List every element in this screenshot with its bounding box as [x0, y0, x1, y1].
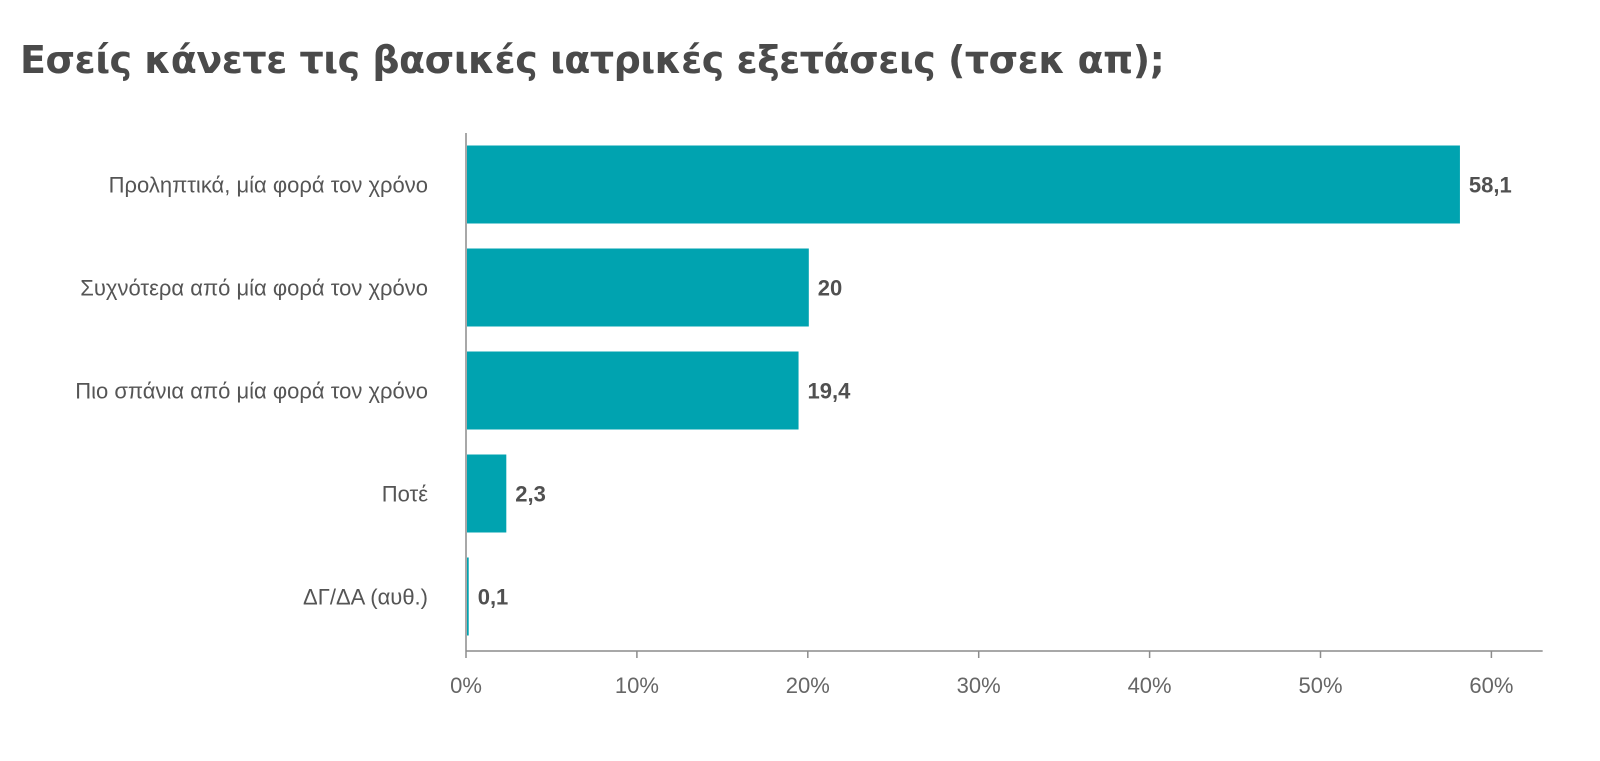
x-tick-label: 30%: [957, 673, 1001, 698]
category-label: Πιο σπάνια από μία φορά τον χρόνο: [75, 379, 428, 404]
x-tick-label: 0%: [450, 673, 482, 698]
x-tick-label: 50%: [1298, 673, 1342, 698]
x-tick-label: 10%: [615, 673, 659, 698]
bar: [467, 145, 1460, 224]
category-label: ΔΓ/ΔΑ (αυθ.): [303, 585, 428, 610]
x-tick-label: 40%: [1128, 673, 1172, 698]
bar: [467, 557, 469, 636]
data-label: 0,1: [478, 585, 509, 610]
data-label: 2,3: [515, 482, 546, 507]
category-label: Προληπτικά, μία φορά τον χρόνο: [109, 173, 428, 198]
bar: [467, 248, 809, 327]
x-tick-label: 20%: [786, 673, 830, 698]
chart-title: Εσείς κάνετε τις βασικές ιατρικές εξετάσ…: [20, 38, 1165, 82]
x-tick-label: 60%: [1469, 673, 1513, 698]
data-label: 58,1: [1469, 173, 1512, 198]
bar: [467, 351, 799, 430]
data-label: 19,4: [808, 379, 852, 404]
category-label: Συχνότερα από μία φορά τον χρόνο: [80, 276, 428, 301]
data-label: 20: [818, 276, 842, 301]
category-label: Ποτέ: [382, 482, 429, 507]
bar: [467, 454, 507, 533]
